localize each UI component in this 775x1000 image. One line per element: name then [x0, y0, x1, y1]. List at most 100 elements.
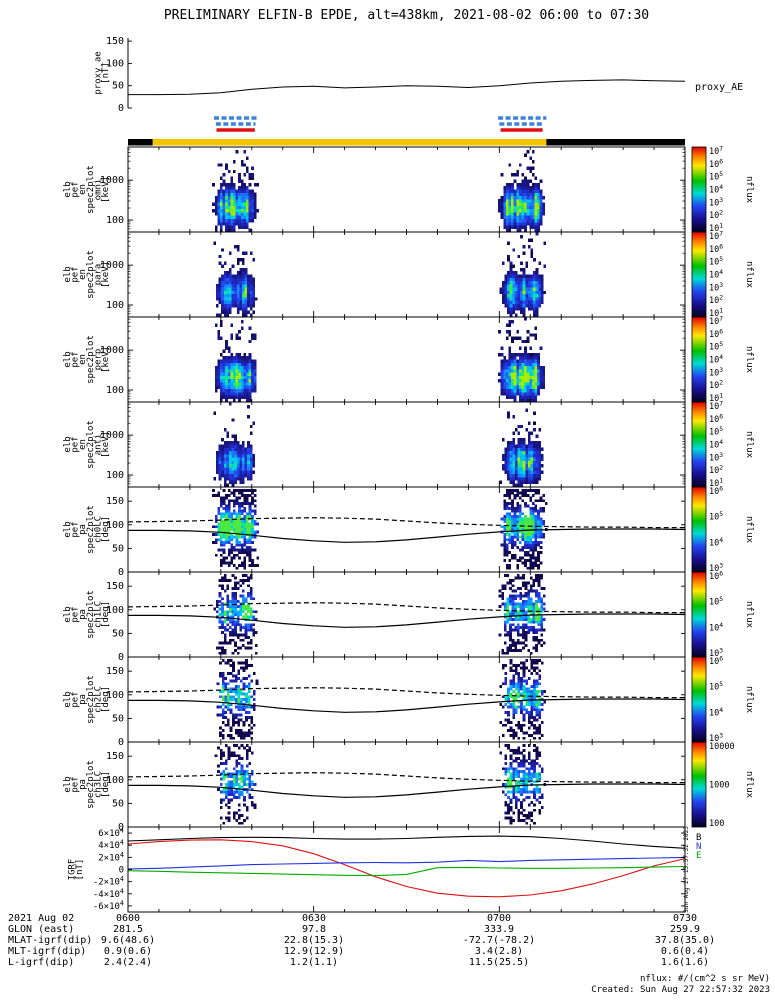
svg-text:0: 0 [118, 822, 124, 833]
svg-text:-4×104: -4×104 [93, 887, 124, 900]
row-label: 2021 Aug 02 [8, 913, 75, 924]
svg-text:nflux: nflux [744, 346, 754, 374]
svg-text:spec2plot: spec2plot [86, 420, 96, 469]
row-value: 22.8(15.3) [283, 935, 345, 946]
svg-text:4×104: 4×104 [98, 839, 124, 852]
svg-text:pef: pef [71, 436, 81, 452]
row-label: L-igrf(dip) [8, 957, 75, 968]
svg-text:104: 104 [709, 353, 723, 366]
svg-text:106: 106 [709, 655, 723, 668]
panel-en_perp: 1000 100 [100, 316, 686, 403]
svg-text:150: 150 [106, 751, 124, 762]
svg-text:150: 150 [106, 581, 124, 592]
row-value: 9.6(48.6) [100, 935, 156, 946]
svg-text:spec2plot: spec2plot [86, 675, 96, 724]
svg-text:-2×104: -2×104 [93, 875, 124, 888]
svg-text:en: en [78, 184, 88, 195]
row-value: 0.9(0.6) [103, 946, 153, 957]
svg-text:[deg]: [deg] [101, 601, 111, 628]
svg-text:omni: omni [93, 179, 103, 201]
svg-text:pef: pef [71, 351, 81, 367]
row-value: 259.9 [669, 924, 701, 935]
svg-text:107: 107 [709, 400, 723, 413]
svg-text:pef: pef [71, 266, 81, 282]
panel-pa_ch2: 0 50 100 150 [106, 656, 686, 748]
svg-text:105: 105 [709, 170, 723, 183]
svg-text:104: 104 [709, 706, 723, 719]
svg-text:102: 102 [709, 464, 723, 477]
row-value: 2.4(2.4) [103, 957, 153, 968]
row-value: 1.2(1.1) [289, 957, 339, 968]
svg-text:1000: 1000 [709, 781, 729, 791]
row-value: 12.9(12.9) [283, 946, 345, 957]
row-value: -72.7(-78.2) [462, 935, 536, 946]
svg-text:105: 105 [709, 595, 723, 608]
svg-text:102: 102 [709, 209, 723, 222]
svg-text:[deg]: [deg] [101, 771, 111, 798]
row-value: 0600 [115, 913, 141, 924]
svg-text:E: E [696, 851, 701, 861]
svg-text:101: 101 [709, 477, 723, 490]
svg-text:103: 103 [709, 562, 723, 575]
svg-text:nflux: nflux [744, 431, 754, 459]
units-note: nflux: #/(cm^2 s sr MeV) [639, 974, 770, 984]
svg-text:100: 100 [106, 215, 124, 226]
svg-text:101: 101 [709, 222, 723, 235]
svg-text:[keV]: [keV] [101, 261, 111, 288]
svg-text:102: 102 [709, 294, 723, 307]
row-value: 0730 [672, 913, 698, 924]
svg-text:1000: 1000 [100, 345, 124, 356]
svg-text:100: 100 [106, 520, 124, 531]
svg-text:50: 50 [112, 798, 124, 809]
plot-title: PRELIMINARY ELFIN-B EPDE, alt=438km, 202… [163, 8, 650, 23]
svg-text:105: 105 [709, 680, 723, 693]
svg-text:106: 106 [709, 157, 723, 170]
svg-text:[deg]: [deg] [101, 516, 111, 543]
svg-text:103: 103 [709, 196, 723, 209]
svg-text:100: 100 [106, 58, 124, 69]
svg-text:50: 50 [112, 81, 124, 92]
svg-text:Sun Aug 27 15:57:32 2023: Sun Aug 27 15:57:32 2023 [683, 826, 690, 913]
svg-text:106: 106 [709, 570, 723, 583]
svg-text:spec2plot: spec2plot [86, 760, 96, 809]
svg-text:0: 0 [118, 652, 124, 663]
svg-text:50: 50 [112, 713, 124, 724]
svg-text:107: 107 [709, 230, 723, 243]
svg-text:104: 104 [709, 268, 723, 281]
svg-text:100: 100 [106, 470, 124, 481]
panel-pa_ch0: 0 50 100 150 [106, 486, 686, 578]
svg-text:107: 107 [709, 315, 723, 328]
svg-text:103: 103 [709, 732, 723, 745]
row-value: 3.4(2.8) [474, 946, 524, 957]
svg-text:103: 103 [709, 647, 723, 660]
svg-text:-6×104: -6×104 [93, 899, 124, 912]
svg-text:elb: elb [63, 436, 73, 452]
svg-text:perp: perp [93, 349, 103, 371]
svg-text:ch2LC: ch2LC [93, 686, 103, 713]
svg-text:elb: elb [63, 691, 73, 707]
svg-text:en: en [78, 439, 88, 450]
svg-text:pef: pef [71, 521, 81, 537]
svg-text:[keV]: [keV] [101, 431, 111, 458]
svg-text:106: 106 [709, 242, 723, 255]
svg-text:elb: elb [63, 351, 73, 367]
svg-text:N: N [696, 842, 701, 852]
svg-text:[keV]: [keV] [101, 176, 111, 203]
svg-text:103: 103 [709, 451, 723, 464]
svg-text:106: 106 [709, 327, 723, 340]
svg-text:10000: 10000 [709, 742, 735, 752]
svg-text:para: para [93, 264, 103, 286]
created-timestamp: Created: Sun Aug 27 22:57:32 2023 [591, 985, 770, 995]
svg-text:B: B [696, 833, 701, 843]
svg-text:105: 105 [709, 425, 723, 438]
row-value: 333.9 [483, 924, 515, 935]
svg-text:0: 0 [118, 567, 124, 578]
svg-text:105: 105 [709, 510, 723, 523]
svg-text:104: 104 [709, 621, 723, 634]
svg-text:spec2plot: spec2plot [86, 335, 96, 384]
row-label: GLON (east) [8, 924, 75, 935]
svg-text:100: 100 [106, 605, 124, 616]
svg-text:nflux: nflux [744, 771, 754, 799]
